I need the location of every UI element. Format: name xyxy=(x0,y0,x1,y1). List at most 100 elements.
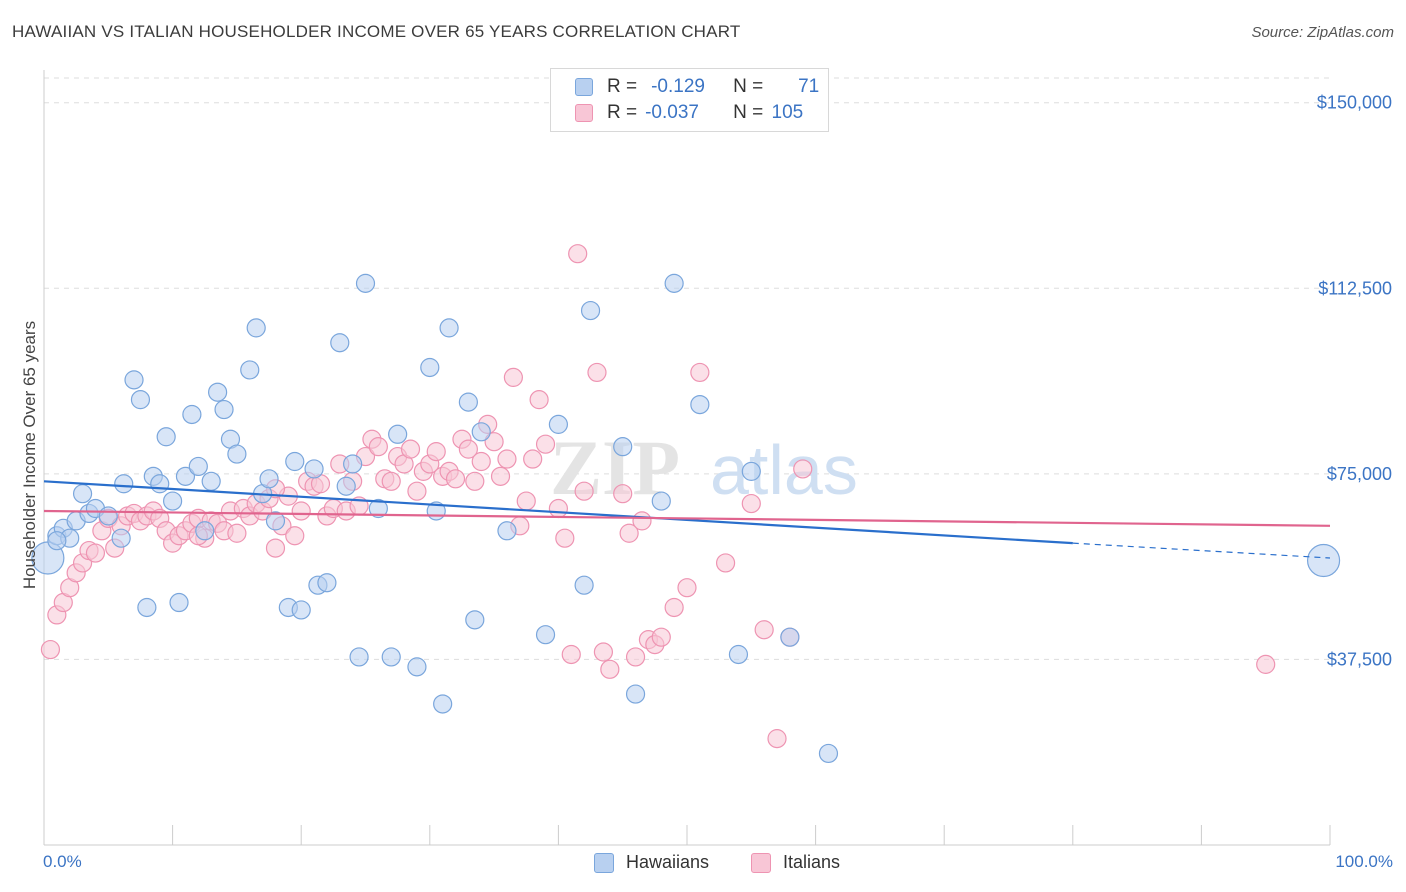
italians-legend-swatch xyxy=(751,852,771,873)
legend-row-italians: R = -0.037 N = 105 xyxy=(575,100,803,126)
watermark-text-atlas: atlas xyxy=(710,431,858,509)
italians-point xyxy=(587,362,607,383)
hawaiians-point xyxy=(114,474,134,494)
italians-point xyxy=(754,620,774,640)
correlation-legend: R = -0.129 N = 71 R = -0.037 N = 105 xyxy=(550,68,829,132)
italians-point xyxy=(503,367,523,387)
italians-swatch xyxy=(575,104,593,122)
hawaiians-point xyxy=(291,600,311,620)
italians-point xyxy=(529,390,549,410)
hawaiians-point xyxy=(368,498,388,519)
hawaiians-point xyxy=(246,318,266,338)
hawaiians-point xyxy=(47,531,67,551)
italians-point xyxy=(490,466,511,486)
chart-title: HAWAIIAN VS ITALIAN HOUSEHOLDER INCOME O… xyxy=(12,22,741,41)
hawaiians-point xyxy=(130,390,151,410)
legend-item-hawaiians: Hawaiians xyxy=(594,852,709,873)
hawaiians-point xyxy=(163,491,183,511)
hawaiians-point xyxy=(343,454,363,474)
italians-point xyxy=(368,437,388,457)
y-tick-label: $75,000 xyxy=(1327,464,1392,484)
y-tick-label: $150,000 xyxy=(1317,93,1392,113)
hawaiians-point xyxy=(201,471,221,491)
hawaiians-point xyxy=(741,461,761,481)
italians-point xyxy=(600,659,620,679)
hawaiians-point xyxy=(381,647,401,667)
italians-point xyxy=(85,543,106,563)
italians-trend-line xyxy=(43,509,1331,527)
italians-point xyxy=(613,484,633,504)
y-tick-labels: $37,500 $75,000 $112,500 $150,000 xyxy=(1317,93,1392,670)
hawaiians-point xyxy=(265,511,286,531)
italians-point xyxy=(555,528,575,548)
hawaiians-point xyxy=(195,521,215,541)
n-label: N = xyxy=(733,76,764,97)
italians-n-value: 105 xyxy=(771,102,804,123)
trend-lines xyxy=(43,480,1331,559)
hawaiians-legend-label: Hawaiians xyxy=(626,852,710,872)
hawaiians-point xyxy=(780,627,800,647)
hawaiians-point xyxy=(169,592,189,613)
hawaiians-point xyxy=(439,318,459,338)
italians-point xyxy=(400,439,421,459)
italians-point xyxy=(407,481,427,501)
italians-point xyxy=(1256,654,1276,674)
hawaiians-point xyxy=(388,424,408,444)
hawaiians-point xyxy=(240,360,260,380)
hawaiians-point xyxy=(182,404,202,425)
italians-point xyxy=(793,459,813,479)
italians-point xyxy=(458,439,478,459)
italians-point xyxy=(285,526,305,546)
hawaiians-point xyxy=(625,684,646,704)
hawaiians-point xyxy=(497,521,517,541)
hawaiians-point xyxy=(304,459,324,479)
y-axis-label: Householder Income Over 65 years xyxy=(20,320,39,590)
hawaiians-point xyxy=(355,273,376,293)
italians-point xyxy=(741,493,761,514)
italians-point xyxy=(535,434,556,454)
hawaiians-point xyxy=(208,382,228,402)
italians-point xyxy=(619,523,639,543)
x-tick-label-min: 0.0% xyxy=(43,852,82,871)
axes xyxy=(43,70,1331,846)
hawaiians-swatch xyxy=(575,78,593,96)
hawaiians-point xyxy=(137,597,157,618)
legend-row-hawaiians: R = -0.129 N = 71 xyxy=(575,74,819,100)
hawaiians-point xyxy=(690,394,710,415)
italians-point xyxy=(471,451,491,472)
hawaiians-point xyxy=(124,370,144,390)
hawaiians-n-value: 71 xyxy=(798,76,820,97)
italians-point xyxy=(574,481,594,501)
hawaiians-point xyxy=(259,469,279,489)
hawaiians-point xyxy=(535,625,556,645)
hawaiians-point xyxy=(664,273,684,293)
gridlines xyxy=(44,77,1330,660)
italians-r-value: -0.037 xyxy=(645,102,699,123)
italians-point xyxy=(291,501,311,521)
italians-point xyxy=(426,442,446,462)
hawaiians-point xyxy=(433,694,453,714)
hawaiians-point xyxy=(465,610,485,630)
hawaiians-point xyxy=(651,491,671,511)
hawaiians-point xyxy=(574,575,594,595)
hawaiians-point xyxy=(175,466,196,486)
italians-point xyxy=(690,362,710,383)
italians-point xyxy=(568,244,588,264)
hawaiians-point xyxy=(336,476,356,496)
italians-legend-label: Italians xyxy=(783,852,841,872)
hawaiians-point xyxy=(458,392,478,412)
hawaiians-point xyxy=(471,422,491,442)
hawaiians-point xyxy=(317,573,337,593)
italians-point xyxy=(548,498,569,519)
hawaiians-point xyxy=(227,444,247,464)
r-label: R = xyxy=(607,102,638,123)
hawaiians-trend-line xyxy=(43,480,1073,545)
hawaiians-r-value: -0.129 xyxy=(651,76,705,97)
hawaiians-point xyxy=(613,437,633,457)
hawaiians-points xyxy=(31,273,1341,764)
italians-point xyxy=(632,511,652,531)
hawaiians-legend-swatch xyxy=(594,852,614,873)
source-label: Source: ZipAtlas.com xyxy=(1251,24,1394,41)
hawaiians-point xyxy=(111,528,131,548)
